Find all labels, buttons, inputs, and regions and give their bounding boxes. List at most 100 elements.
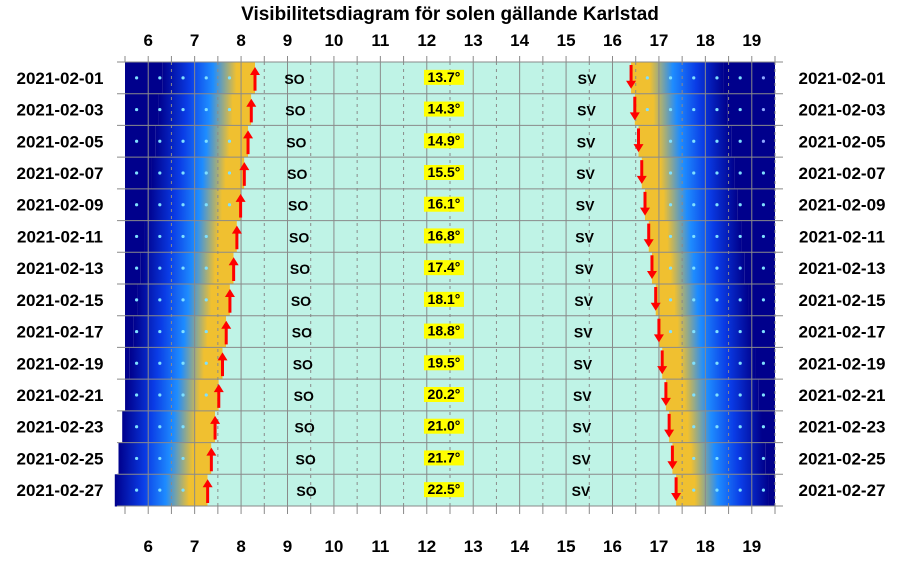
sv-label-8: SV [574, 325, 593, 341]
date-label-left-6: 2021-02-13 [17, 259, 104, 278]
night-dot [227, 76, 232, 80]
night-dot [135, 393, 139, 397]
bottom-tick-label-7: 7 [190, 537, 199, 556]
night-dot [738, 76, 742, 80]
so-label-2: SO [286, 134, 306, 150]
night-dot [204, 393, 208, 397]
max-alt-label-8: 18.8° [428, 323, 461, 339]
top-tick-label-14: 14 [510, 31, 529, 50]
chart-title: Visibilitetsdiagram för solen gällande K… [241, 4, 659, 25]
bottom-tick-label-13: 13 [464, 537, 483, 556]
night-morning-8 [125, 315, 134, 348]
date-label-left-8: 2021-02-17 [17, 323, 104, 342]
sunrise-arrowhead-6 [228, 257, 239, 266]
night-dot [668, 298, 673, 302]
night-dot [761, 76, 765, 80]
night-dots [135, 76, 765, 492]
so-label-0: SO [284, 71, 304, 87]
night-dot [738, 456, 742, 461]
night-dot [204, 107, 208, 112]
date-label-right-7: 2021-02-15 [799, 291, 886, 310]
night-dot [158, 203, 162, 207]
night-dot [692, 361, 696, 365]
alt-highlight-3 [423, 165, 464, 180]
so-label-7: SO [291, 293, 311, 309]
top-tick-label-18: 18 [696, 31, 715, 50]
night-dot [158, 298, 162, 302]
date-label-left-3: 2021-02-07 [17, 164, 104, 183]
night-dot [181, 171, 185, 175]
top-tick-label-17: 17 [649, 31, 668, 50]
dawn-band-5 [144, 220, 237, 253]
dawn-band-0 [162, 62, 255, 95]
dusk-band-0 [631, 62, 724, 95]
date-label-right-4: 2021-02-09 [799, 196, 886, 215]
sv-label-2: SV [577, 134, 596, 150]
top-tick-label-19: 19 [742, 31, 761, 50]
night-evening-7 [748, 284, 775, 317]
so-label-11: SO [295, 420, 315, 436]
date-label-right-2: 2021-02-05 [799, 132, 886, 151]
sunrise-arrowhead-13 [202, 479, 213, 488]
so-label-1: SO [285, 103, 305, 119]
max-alt-label-4: 16.1° [428, 196, 461, 212]
night-dot [158, 488, 162, 492]
night-dot [761, 234, 765, 239]
night-dot [158, 139, 162, 143]
night-evening-4 [737, 188, 775, 222]
dusk-band-10 [665, 379, 759, 412]
sv-label-0: SV [578, 71, 597, 87]
sunset-arrowhead-7 [650, 302, 661, 311]
sv-label-13: SV [572, 483, 591, 499]
bottom-tick-label-8: 8 [236, 537, 245, 556]
sunrise-arrowhead-3 [239, 162, 250, 171]
so-label-3: SO [287, 166, 307, 182]
alt-highlight-1 [423, 101, 464, 117]
night-dot [692, 266, 696, 270]
sunset-arrowhead-4 [640, 207, 650, 216]
night-evening-12 [765, 442, 775, 475]
night-dot [715, 488, 719, 492]
night-dot [692, 329, 696, 334]
night-dot [645, 76, 649, 80]
sunrise-arrowhead-0 [250, 67, 260, 75]
dusk-band-3 [641, 157, 735, 190]
top-tick-label-13: 13 [464, 31, 483, 50]
night-dot [204, 361, 208, 365]
alt-highlight-12 [423, 450, 464, 466]
night-dot [692, 488, 696, 492]
night-evening-0 [723, 62, 775, 95]
night-dot [761, 361, 765, 365]
night-dot [135, 234, 139, 239]
date-label-left-7: 2021-02-15 [17, 291, 104, 310]
sunrise-arrowhead-4 [235, 193, 246, 202]
night-dot [181, 76, 185, 80]
night-dot [181, 488, 185, 492]
sunset-arrowhead-9 [657, 366, 668, 375]
night-dot [204, 76, 208, 80]
date-label-left-1: 2021-02-03 [17, 101, 104, 120]
sunset-arrowhead-6 [646, 271, 657, 279]
sunrise-arrowhead-5 [231, 225, 242, 234]
alt-highlight-0 [423, 69, 464, 85]
date-label-right-13: 2021-02-27 [799, 481, 886, 500]
sv-label-5: SV [575, 229, 594, 245]
night-dot [645, 107, 649, 112]
night-dot [761, 425, 765, 429]
max-altitude-labels: 13.7° 14.3° 14.9° 15.5° 16.1° 16.8° 17.4° 18.1°… [423, 69, 464, 498]
sunrise-arrowhead-12 [206, 447, 217, 456]
night-morning-1 [125, 93, 159, 126]
top-tick-label-6: 6 [143, 31, 152, 50]
sun-arrows [202, 65, 682, 503]
night-dot [692, 171, 696, 175]
night-evening-5 [741, 220, 775, 253]
top-tick-label-7: 7 [190, 31, 199, 50]
night-dot [761, 139, 765, 143]
night-dot [692, 234, 696, 239]
alt-highlight-13 [423, 482, 464, 498]
night-dot [738, 488, 742, 492]
dusk-band-12 [672, 442, 766, 475]
night-dot [715, 393, 719, 397]
date-label-right-1: 2021-02-03 [799, 101, 886, 120]
